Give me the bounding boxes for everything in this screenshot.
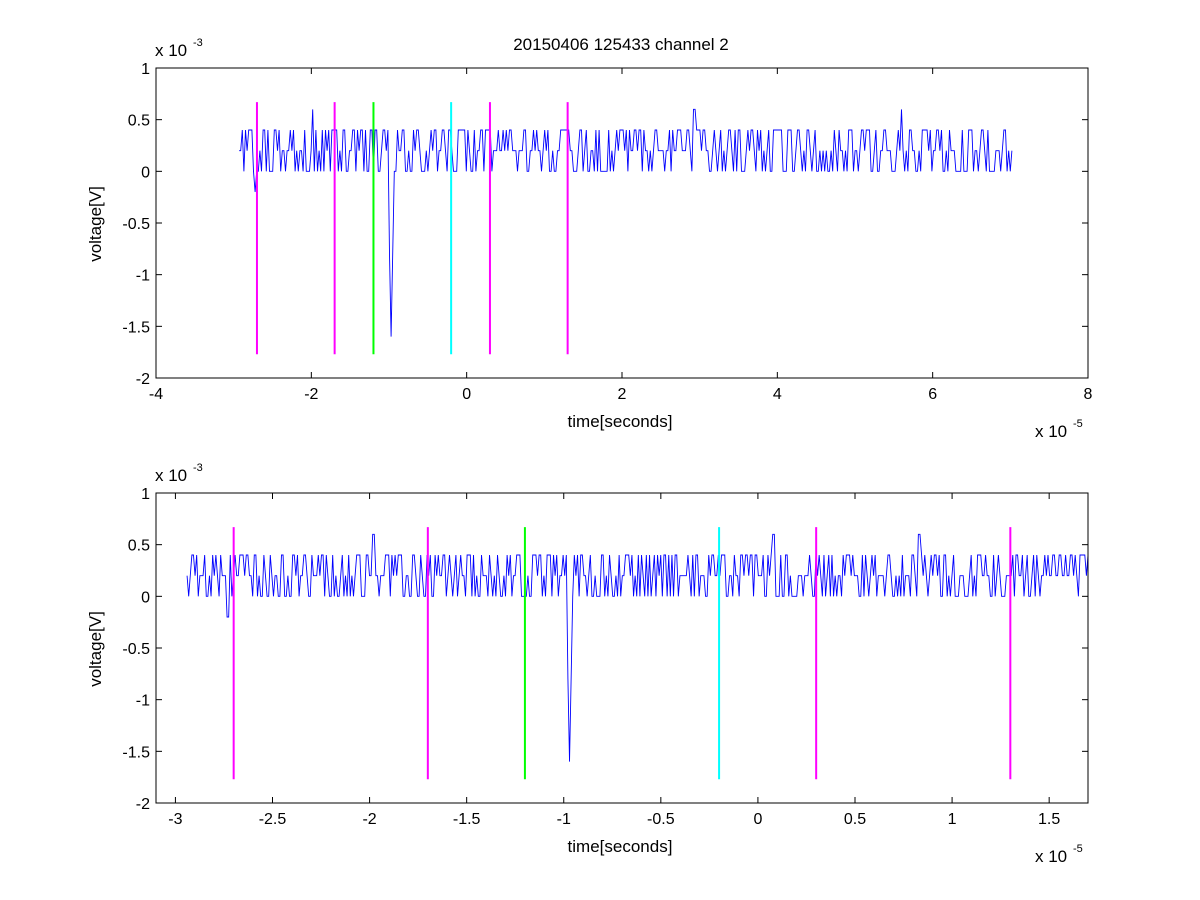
top-y-axis-label: voltage[V] [86, 186, 105, 262]
top-y-tick-label-3: -0.5 [122, 216, 150, 233]
top-data-layer [239, 108, 1013, 337]
bottom-x-tick-label-1: -2.5 [259, 811, 287, 828]
top-x-exponent-power: -5 [1073, 418, 1083, 430]
figure-title: 20150406 125433 channel 2 [513, 35, 729, 54]
top-axes: -4 -2 0 2 4 6 8-2-1.5-1-0.500.51 time[seconds]… [86, 37, 1093, 441]
bottom-x-tick-label-6: 0 [753, 811, 762, 828]
top-y-tick-label-0: -2 [136, 371, 150, 388]
bottom-y-axis-label: voltage[V] [86, 611, 105, 687]
bottom-y-exponent-base: x 10 [155, 466, 187, 485]
bottom-x-tick-label-3: -1.5 [453, 811, 481, 828]
bottom-x-tick-label-5: -0.5 [647, 811, 675, 828]
bottom-marker-layer [232, 527, 1012, 780]
bottom-x-axis-label: time[seconds] [568, 837, 673, 856]
bottom-y-tick-label-2: -1 [136, 693, 150, 710]
top-x-tick-label-3: 2 [618, 386, 627, 403]
bottom-plot-area [156, 493, 1088, 803]
top-y-tick-label-5: 0.5 [128, 113, 150, 130]
top-ticks: -4 -2 0 2 4 6 8-2-1.5-1-0.500.51 [122, 61, 1092, 403]
top-x-tick-label-4: 4 [773, 386, 782, 403]
bottom-axes: -3 -2.5 -2 -1.5 -1 -0.5 0 0.5 1 1.5 -2 -1.5 -1 -0.5 0 0… [86, 462, 1089, 866]
bottom-x-exponent-base: x 10 [1035, 847, 1067, 866]
bottom-series-line-0 [186, 533, 1089, 762]
top-x-exponent-base: x 10 [1035, 422, 1067, 441]
bottom-x-tick-label-0: -3 [168, 811, 182, 828]
top-x-tick-label-5: 6 [928, 386, 937, 403]
top-plot-area [156, 68, 1088, 378]
top-y-tick-label-4: 0 [141, 164, 150, 181]
top-x-axis-label: time[seconds] [568, 412, 673, 431]
top-y-tick-label-1: -1.5 [122, 319, 150, 336]
top-y-exponent-power: -3 [193, 37, 203, 49]
top-series-line-0 [239, 108, 1013, 337]
top-marker-layer [255, 102, 569, 355]
top-x-tick-label-6: 8 [1084, 386, 1093, 403]
bottom-x-tick-label-8: 1 [948, 811, 957, 828]
top-y-tick-label-6: 1 [141, 61, 150, 78]
top-x-tick-label-0: -4 [149, 386, 163, 403]
top-x-tick-label-1: -2 [304, 386, 318, 403]
bottom-x-exponent: x 10 -5 [1035, 843, 1083, 866]
top-y-tick-label-2: -1 [136, 268, 150, 285]
top-x-tick-label-2: 0 [462, 386, 471, 403]
bottom-y-tick-label-6: 1 [141, 486, 150, 503]
top-y-exponent: x 10 -3 [155, 37, 203, 60]
top-y-exponent-base: x 10 [155, 41, 187, 60]
top-x-exponent: x 10 -5 [1035, 418, 1083, 441]
bottom-x-tick-label-7: 0.5 [844, 811, 866, 828]
bottom-y-tick-label-4: 0 [141, 589, 150, 606]
bottom-y-tick-label-5: 0.5 [128, 538, 150, 555]
bottom-x-tick-label-4: -1 [557, 811, 571, 828]
bottom-y-tick-label-0: -2 [136, 796, 150, 813]
bottom-x-exponent-power: -5 [1073, 843, 1083, 855]
bottom-y-exponent: x 10 -3 [155, 462, 203, 485]
bottom-ticks: -3 -2.5 -2 -1.5 -1 -0.5 0 0.5 1 1.5 -2 -1.5 -1 -0.5 0 0… [122, 486, 1088, 828]
bottom-y-tick-label-3: -0.5 [122, 641, 150, 658]
bottom-x-tick-label-2: -2 [362, 811, 376, 828]
bottom-x-tick-label-9: 1.5 [1038, 811, 1060, 828]
bottom-y-tick-label-1: -1.5 [122, 744, 150, 761]
bottom-y-exponent-power: -3 [193, 462, 203, 474]
bottom-data-layer [186, 533, 1089, 762]
